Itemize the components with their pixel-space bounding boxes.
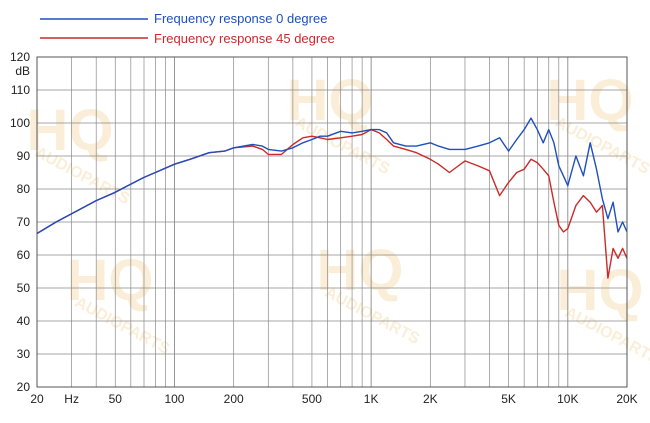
x-tick-label: 5K: [501, 392, 516, 406]
y-tick-label: 110: [11, 83, 30, 97]
x-tick-label: Hz: [64, 392, 79, 406]
legend-label-0-degree: Frequency response 0 degree: [154, 11, 327, 26]
x-tick-label: 50: [109, 392, 123, 406]
x-tick-label: 500: [302, 392, 322, 406]
y-axis-ticks: 20 30 40 50 60 70 80 90 100 110 120: [10, 50, 30, 394]
y-tick-label: 90: [17, 149, 31, 163]
watermark-hq: HQ: [67, 248, 154, 313]
watermark-hq: HQ: [317, 238, 404, 303]
y-tick-label: 120: [10, 50, 30, 64]
y-tick-label: 20: [17, 380, 31, 394]
y-tick-label: 70: [17, 215, 31, 229]
y-tick-label: 60: [17, 248, 31, 262]
plot-frame: [36, 56, 628, 388]
x-tick-label: 2K: [423, 392, 438, 406]
y-tick-label: 80: [17, 182, 31, 196]
series-line-0-degree: [36, 117, 628, 235]
y-tick-label: 50: [17, 281, 31, 295]
watermark-hq: HQ: [547, 68, 634, 133]
y-axis-unit-label: dB: [15, 64, 30, 78]
y-tick-label: 100: [10, 116, 30, 130]
watermark-layer: HQAUDIOPARTSHQAUDIOPARTSHQAUDIOPARTSHQAU…: [27, 68, 650, 368]
watermark-hq: HQ: [557, 258, 644, 323]
y-tick-label: 30: [17, 347, 31, 361]
x-tick-label: 10K: [557, 392, 578, 406]
series-layer: [36, 117, 628, 279]
x-tick-label: 20K: [616, 392, 637, 406]
y-tick-label: 40: [17, 314, 31, 328]
watermark-hq: HQ: [27, 98, 114, 163]
x-tick-label: 200: [224, 392, 244, 406]
x-axis-ticks: 20 Hz 50 100 200 500 1K 2K 5K 10K 20K: [30, 392, 637, 406]
x-tick-label: 20: [30, 392, 44, 406]
x-tick-label: 1K: [364, 392, 379, 406]
legend-label-45-degree: Frequency response 45 degree: [154, 31, 335, 46]
x-tick-label: 100: [164, 392, 184, 406]
watermark-hq: HQ: [287, 68, 374, 133]
legend: Frequency response 0 degree Frequency re…: [40, 11, 335, 46]
